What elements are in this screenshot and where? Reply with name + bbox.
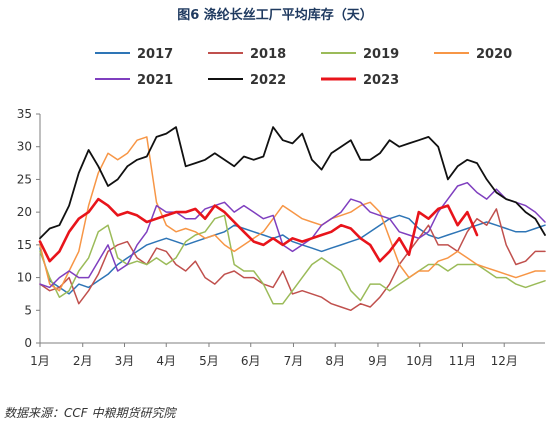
legend-label: 2021 [137, 73, 173, 88]
y-tick-label: 30 [17, 140, 32, 154]
series-line-2020 [39, 136, 546, 292]
legend-item-2020: 2020 [434, 47, 512, 62]
legend-label: 2023 [363, 73, 399, 88]
x-tick-label: 5月 [199, 354, 219, 368]
legend-item-2023: 2023 [321, 73, 399, 88]
legend-item-2019: 2019 [321, 47, 399, 62]
legend-label: 2022 [250, 73, 286, 88]
series-line-2018 [39, 208, 546, 312]
series-line-2021 [39, 181, 546, 289]
series-line-2017 [39, 214, 546, 295]
legend-item-2017: 2017 [95, 47, 173, 62]
x-tick-label: 2月 [73, 354, 93, 368]
series-line-2022 [39, 126, 546, 240]
x-tick-label: 6月 [241, 354, 261, 368]
x-tick-label: 10月 [406, 354, 433, 368]
y-tick-label: 35 [17, 107, 32, 121]
y-tick-label: 5 [24, 303, 32, 317]
y-tick-label: 20 [17, 205, 32, 219]
y-tick-label: 10 [17, 271, 32, 285]
axes: 0 5 10 15 20 25 30 35 1月 2月 3月 4月 5月 6月 7月 8月 9月 10月 11月 12… [17, 107, 545, 368]
x-tick-label: 4月 [156, 354, 176, 368]
legend-item-2021: 2021 [95, 73, 173, 88]
legend-label: 2018 [250, 47, 286, 62]
legend-label: 2020 [476, 47, 512, 62]
x-tick-label: 8月 [325, 354, 345, 368]
series-line-2019 [39, 214, 546, 305]
x-tick-label: 11月 [449, 354, 476, 368]
legend: 2017 2018 2019 2020 2021 2022 2023 [95, 47, 512, 88]
y-tick-label: 0 [24, 336, 32, 350]
y-tick-label: 25 [17, 172, 32, 186]
x-tick-label: 3月 [115, 354, 135, 368]
legend-label: 2019 [363, 47, 399, 62]
series-lines [38, 126, 546, 312]
legend-item-2018: 2018 [208, 47, 286, 62]
series-line-2023 [38, 197, 479, 263]
chart-title: 图6 涤纶长丝工厂平均库存（天） [177, 8, 373, 23]
x-tick-label: 12月 [491, 354, 518, 368]
legend-label: 2017 [137, 47, 173, 62]
source-note: 数据来源：CCF 中粮期货研究院 [4, 406, 176, 420]
y-tick-label: 15 [17, 238, 32, 252]
legend-item-2022: 2022 [208, 73, 286, 88]
x-tick-label: 9月 [368, 354, 388, 368]
x-tick-label: 7月 [284, 354, 304, 368]
x-tick-label: 1月 [30, 354, 50, 368]
